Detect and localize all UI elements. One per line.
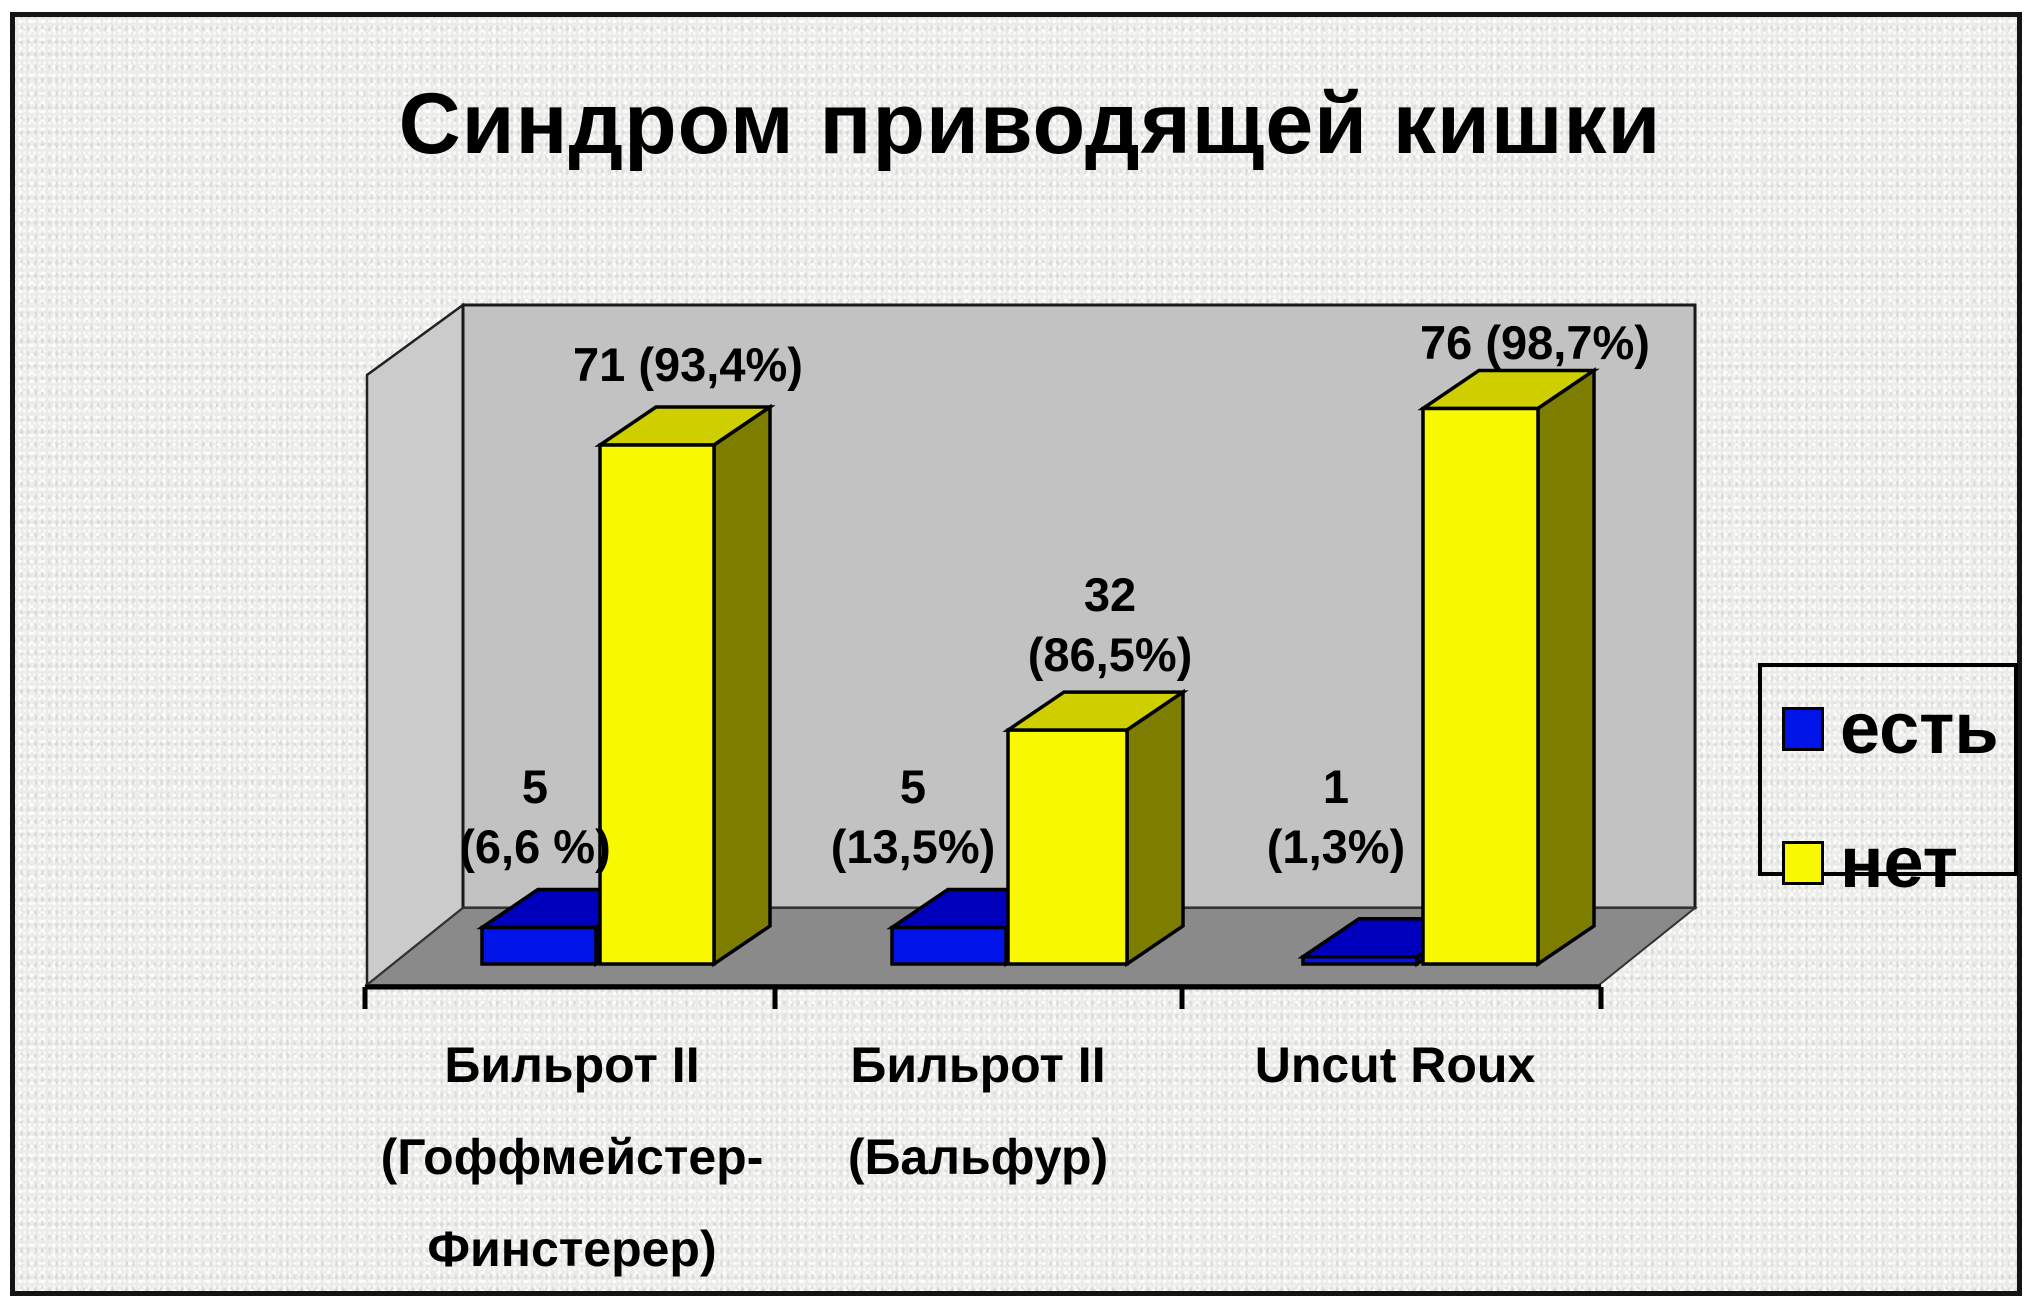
legend-swatch-yellow [1782, 841, 1824, 885]
value: 1 [1322, 760, 1350, 813]
bar-face [480, 925, 598, 966]
bars [476, 367, 1600, 968]
side-wall [365, 302, 465, 988]
category-label-billroth-balfour: Бильрот II (Бальфур) [748, 1019, 1208, 1203]
bar-face [712, 403, 772, 968]
category-line: Uncut Roux [1254, 1037, 1536, 1093]
legend: есть нет [1758, 663, 2018, 899]
data-label-net-3: 76 (98,7%) [1335, 313, 1735, 373]
bar-face [1006, 728, 1129, 966]
bar-face [1536, 367, 1596, 968]
chart-frame: Синдром приводящей кишки 5 (6,6 %) 71 (9… [10, 12, 2022, 1296]
bar-face [1301, 954, 1419, 966]
percent: (1,3%) [1266, 820, 1406, 873]
data-label-net-2: 32 (86,5%) [910, 565, 1310, 685]
legend-item-est: есть [1782, 693, 2014, 765]
percent: (86,5%) [1027, 628, 1193, 681]
category-line: (Бальфур) [847, 1129, 1109, 1185]
value: 71 [573, 338, 626, 391]
chart-title: Синдром приводящей кишки [398, 76, 1662, 172]
value: 5 [521, 760, 549, 813]
category-line: Бильрот II [444, 1037, 700, 1093]
percent: (93,4%) [638, 338, 803, 391]
bar-face [598, 443, 716, 966]
legend-item-net: нет [1782, 827, 2014, 899]
plot-3d [362, 302, 1698, 1009]
percent: (13,5%) [830, 820, 996, 873]
value: 32 [1083, 568, 1137, 621]
legend-label: нет [1840, 823, 1958, 903]
category-label-uncut-roux: Uncut Roux [1165, 1019, 1625, 1111]
legend-swatch-blue [1782, 707, 1824, 751]
category-label-billroth-hofmeister: Бильрот II (Гоффмейстер- Финстерер) [342, 1019, 802, 1295]
bar-face [890, 925, 1008, 966]
value: 76 [1420, 316, 1473, 369]
data-label-net-1: 71 (93,4%) [488, 335, 888, 395]
legend-label: есть [1840, 689, 1999, 769]
category-line: Бильрот II [850, 1037, 1106, 1093]
value: 5 [899, 760, 927, 813]
data-label-est-1: 5 (6,6 %) [335, 757, 735, 877]
percent: (98,7%) [1485, 316, 1650, 369]
percent: (6,6 %) [459, 820, 611, 873]
data-label-est-3: 1 (1,3%) [1136, 757, 1536, 877]
category-line: Финстерер) [427, 1221, 717, 1277]
data-label-est-2: 5 (13,5%) [713, 757, 1113, 877]
category-line: (Гоффмейстер- [380, 1129, 764, 1185]
bar-face [1421, 406, 1540, 966]
x-axis [362, 984, 1604, 1009]
